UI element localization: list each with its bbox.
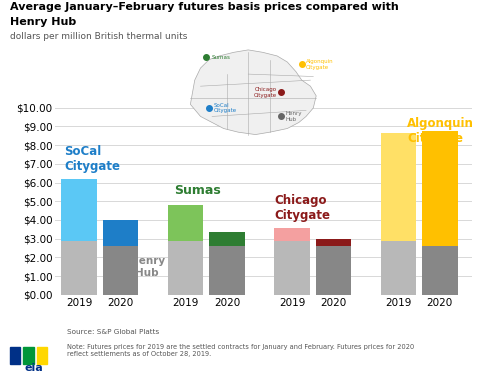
Bar [61,240,97,295]
Text: Henry
Hub: Henry Hub [130,256,165,277]
Bar [316,246,351,295]
Text: Sumas: Sumas [212,55,231,60]
Bar [103,220,138,246]
Text: Henry
Hub: Henry Hub [286,111,302,122]
Text: dollars per million British thermal units: dollars per million British thermal unit… [10,32,187,41]
Text: Algonquin
Citygate: Algonquin Citygate [407,117,474,145]
Text: SoCal
Citygate: SoCal Citygate [64,145,120,173]
Bar [61,179,97,240]
Bar [274,228,310,240]
Text: Sumas: Sumas [174,184,220,197]
Bar [422,246,457,295]
Bar [103,246,138,295]
Bar [381,133,416,240]
Bar [209,232,245,246]
Bar [209,246,245,295]
Bar [316,239,351,246]
Bar [37,347,47,364]
Bar [23,347,34,364]
Polygon shape [190,50,316,135]
Text: Chicago
Citygate: Chicago Citygate [254,87,277,98]
Text: SoCal
Citygate: SoCal Citygate [214,102,237,113]
Text: Note: Futures prices for 2019 are the settled contracts for January and February: Note: Futures prices for 2019 are the se… [67,344,415,357]
Bar [168,240,203,295]
Text: Henry Hub: Henry Hub [10,17,76,27]
Bar [422,131,457,246]
Bar [274,240,310,295]
Text: eia: eia [25,363,43,373]
Text: Average January–February futures basis prices compared with: Average January–February futures basis p… [10,2,399,12]
Bar [10,347,20,364]
Bar [381,240,416,295]
Bar [168,205,203,240]
Text: Chicago
Citygate: Chicago Citygate [274,194,330,222]
Text: Algonquin
Citygate: Algonquin Citygate [306,59,334,70]
Text: Source: S&P Global Platts: Source: S&P Global Platts [67,329,160,335]
